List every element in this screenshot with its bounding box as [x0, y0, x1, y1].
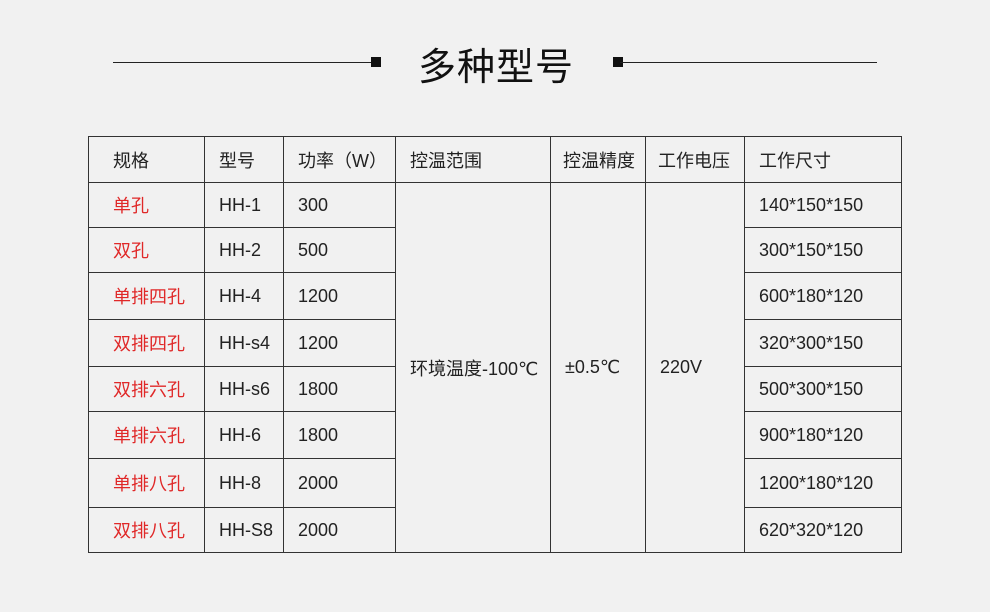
- cell-size: 320*300*150: [744, 319, 902, 367]
- cell-model: HH-2: [204, 227, 284, 273]
- cell-spec: 单排四孔: [88, 272, 205, 320]
- table-row: 双排八孔 HH-S8 2000 620*320*120: [88, 507, 902, 553]
- cell-size: 500*300*150: [744, 366, 902, 412]
- table-header-row: 规格 型号 功率（W） 控温范围 控温精度 工作电压 工作尺寸: [88, 136, 902, 183]
- header-model: 型号: [204, 136, 284, 183]
- cell-spec: 双孔: [88, 227, 205, 273]
- cell-power: 2000: [283, 507, 396, 553]
- cell-power: 300: [283, 182, 396, 228]
- cell-power: 1200: [283, 319, 396, 367]
- cell-size: 1200*180*120: [744, 458, 902, 508]
- cell-size: 620*320*120: [744, 507, 902, 553]
- cell-spec: 双排八孔: [88, 507, 205, 553]
- cell-model: HH-4: [204, 272, 284, 320]
- cell-size: 900*180*120: [744, 411, 902, 459]
- title-divider-right: [620, 62, 877, 63]
- cell-model: HH-6: [204, 411, 284, 459]
- cell-model: HH-s6: [204, 366, 284, 412]
- cell-model: HH-S8: [204, 507, 284, 553]
- cell-spec: 单孔: [88, 182, 205, 228]
- page-title: 多种型号: [417, 47, 574, 89]
- cell-spec: 双排六孔: [88, 366, 205, 412]
- table-row: 单排八孔 HH-8 2000 1200*180*120: [88, 458, 902, 508]
- cell-model: HH-1: [204, 182, 284, 228]
- cell-power: 1800: [283, 366, 396, 412]
- cell-power: 500: [283, 227, 396, 273]
- cell-power: 1800: [283, 411, 396, 459]
- header-size: 工作尺寸: [744, 136, 902, 183]
- title-divider-left: [113, 62, 373, 63]
- cell-voltage: 220V: [645, 182, 745, 553]
- cell-spec: 单排八孔: [88, 458, 205, 508]
- cell-precision: ±0.5℃: [550, 182, 646, 553]
- cell-model: HH-8: [204, 458, 284, 508]
- cell-size: 140*150*150: [744, 182, 902, 228]
- title-square-left: [371, 57, 381, 67]
- cell-power: 2000: [283, 458, 396, 508]
- header-temp-range: 控温范围: [395, 136, 551, 183]
- cell-size: 300*150*150: [744, 227, 902, 273]
- cell-spec: 单排六孔: [88, 411, 205, 459]
- title-square-right: [613, 57, 623, 67]
- cell-model: HH-s4: [204, 319, 284, 367]
- spec-table: 规格 型号 功率（W） 控温范围 控温精度 工作电压 工作尺寸 单孔 HH-1 30…: [88, 136, 902, 553]
- cell-power: 1200: [283, 272, 396, 320]
- cell-spec: 双排四孔: [88, 319, 205, 367]
- header-precision: 控温精度: [550, 136, 646, 183]
- table-row: 双孔 HH-2 500 300*150*150: [88, 227, 902, 273]
- table-row: 单排四孔 HH-4 1200 600*180*120: [88, 272, 902, 320]
- table-row: 双排四孔 HH-s4 1200 320*300*150: [88, 319, 902, 367]
- header-spec: 规格: [88, 136, 205, 183]
- cell-temp-range: 环境温度-100℃: [395, 182, 551, 553]
- cell-size: 600*180*120: [744, 272, 902, 320]
- table-row: 单孔 HH-1 300 环境温度-100℃ ±0.5℃ 220V 140*150*150: [88, 182, 902, 553]
- header-voltage: 工作电压: [645, 136, 745, 183]
- table-row: 双排六孔 HH-s6 1800 500*300*150: [88, 366, 902, 412]
- header-power: 功率（W）: [283, 136, 396, 183]
